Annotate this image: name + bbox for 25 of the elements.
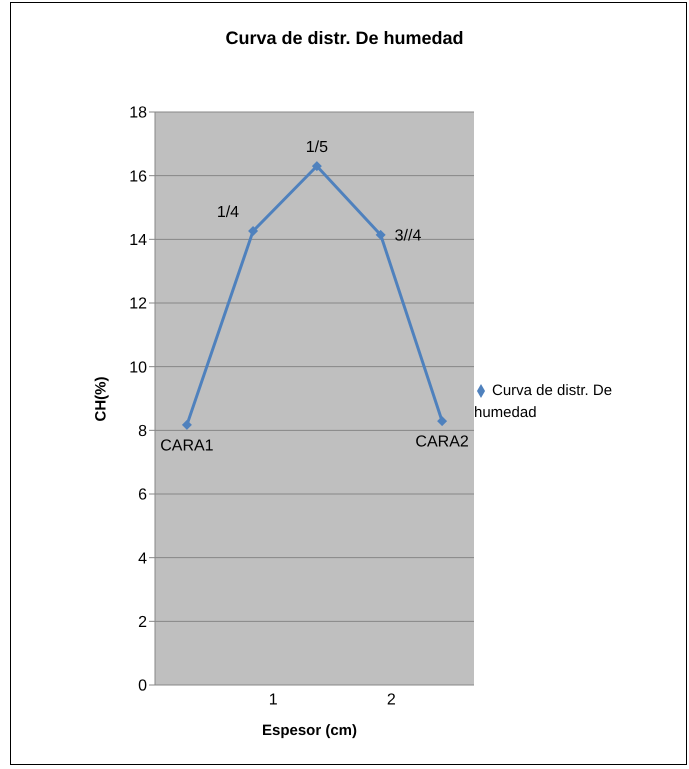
y-tick-label: 14	[129, 232, 148, 250]
point	[376, 230, 386, 240]
point	[312, 161, 322, 172]
y-tick-label: 8	[138, 423, 148, 440]
chart-title: Curva de distr. De humedad	[224, 28, 465, 49]
annotation: CARA1	[160, 437, 214, 454]
annotation: 1/4	[216, 204, 240, 222]
y-tick-label: 2	[138, 614, 148, 632]
y-tick-label: 16	[129, 168, 148, 186]
y-tick-label: 0	[138, 678, 148, 695]
y-axis-title: CH(%)	[92, 376, 110, 422]
annotation: CARA2	[415, 433, 469, 450]
y-tick-label: 12	[129, 296, 148, 313]
annotation: 3//4	[394, 228, 422, 245]
point	[248, 226, 258, 236]
y-tick-label: 4	[138, 550, 148, 568]
y-tick-label: 6	[138, 486, 148, 504]
x-axis-title: Espesor (cm)	[260, 722, 358, 739]
x-tick-label: 1	[268, 691, 278, 708]
point	[437, 416, 448, 426]
legend-label: Curva de distr. De humedad	[474, 382, 612, 421]
y-tick-label: 18	[129, 104, 148, 122]
annotation: 1/5	[306, 139, 328, 156]
y-tick-label: 10	[129, 359, 148, 376]
point	[182, 420, 192, 430]
